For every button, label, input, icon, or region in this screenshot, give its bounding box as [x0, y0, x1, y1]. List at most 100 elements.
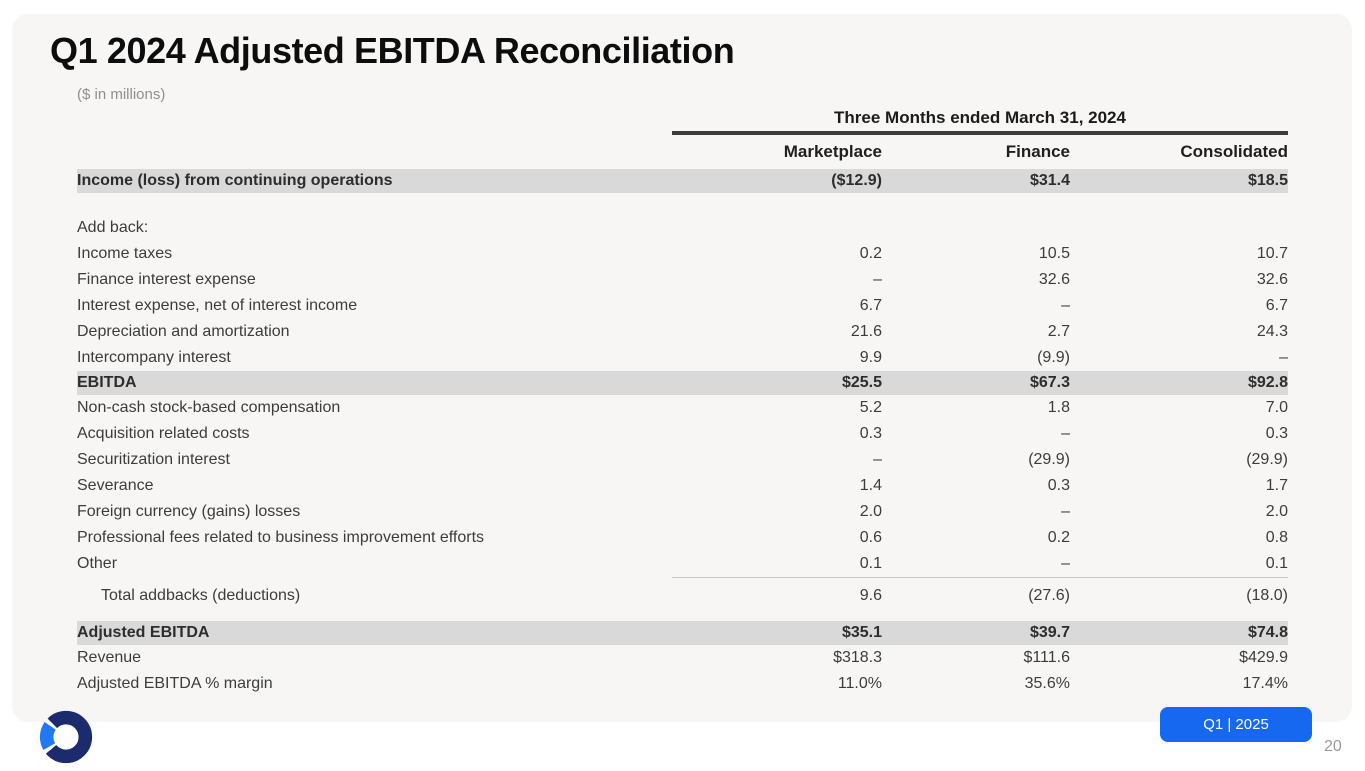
row-label: Professional fees related to business im… [77, 529, 485, 546]
table-row: Other 0.1 – 0.1 [77, 551, 1288, 578]
spacer-row [77, 614, 1288, 621]
row-value-finance [882, 193, 1070, 215]
column-header-row: Marketplace Finance Consolidated [77, 135, 1288, 169]
row-value-finance: 10.5 [1038, 245, 1070, 262]
row-value-marketplace: – [873, 271, 882, 288]
row-value-finance: 1.8 [1047, 399, 1070, 416]
column-header-empty [77, 135, 672, 169]
table-row: Income (loss) from continuing operations… [77, 169, 1288, 193]
row-value-finance: (27.6) [1028, 587, 1070, 604]
row-value-finance: 35.6% [1024, 675, 1070, 692]
row-value-consolidated: 7.0 [1265, 399, 1288, 416]
table-row: Securitization interest – (29.9) (29.9) [77, 447, 1288, 473]
table-row: Intercompany interest 9.9 (9.9) – [77, 345, 1288, 371]
row-label: Revenue [77, 649, 142, 666]
row-label: Finance interest expense [77, 271, 256, 288]
row-value-finance: 0.2 [1047, 529, 1070, 546]
row-value-marketplace: 2.0 [859, 503, 882, 520]
row-value-consolidated: $18.5 [1070, 169, 1288, 193]
row-value-consolidated: 0.3 [1265, 425, 1288, 442]
row-label: EBITDA [77, 371, 672, 395]
row-value-finance [882, 215, 1070, 241]
table-row: Depreciation and amortization 21.6 2.7 2… [77, 319, 1288, 345]
row-value-marketplace: 9.6 [859, 587, 882, 604]
table-row: Acquisition related costs 0.3 – 0.3 [77, 421, 1288, 447]
row-value-finance: 2.7 [1047, 323, 1070, 340]
row-label: Add back: [77, 219, 149, 236]
row-value-marketplace: 1.4 [859, 477, 882, 494]
row-value-consolidated: $74.8 [1070, 621, 1288, 645]
row-value-marketplace [672, 193, 882, 215]
row-label: Non-cash stock-based compensation [77, 399, 341, 416]
row-value-marketplace: 5.2 [859, 399, 882, 416]
row-value-marketplace: 0.6 [859, 529, 882, 546]
row-value-marketplace: ($12.9) [672, 169, 882, 193]
row-value-finance: (9.9) [1037, 349, 1070, 366]
row-value-consolidated: 10.7 [1256, 245, 1288, 262]
page-title: Q1 2024 Adjusted EBITDA Reconciliation [50, 30, 735, 71]
row-label: Depreciation and amortization [77, 323, 290, 340]
row-value-finance: – [1061, 503, 1070, 520]
openlane-ring-logo-icon [37, 708, 95, 766]
table-row: Finance interest expense – 32.6 32.6 [77, 267, 1288, 293]
row-value-finance: – [1061, 297, 1070, 314]
row-label: Adjusted EBITDA [77, 621, 672, 645]
row-label: Securitization interest [77, 451, 230, 468]
row-value-consolidated: 17.4% [1242, 675, 1288, 692]
row-value-marketplace: 0.1 [672, 551, 882, 578]
row-value-consolidated [1070, 193, 1288, 215]
row-value-finance: 0.3 [1047, 477, 1070, 494]
row-value-marketplace: 11.0% [837, 675, 882, 692]
row-label: Income taxes [77, 245, 173, 262]
table-row: Interest expense, net of interest income… [77, 293, 1288, 319]
period-header: Three Months ended March 31, 2024 [672, 108, 1288, 135]
row-value-consolidated: 32.6 [1256, 271, 1288, 288]
row-value-consolidated: $429.9 [1239, 649, 1288, 666]
logo-icon [39, 710, 93, 764]
row-value-consolidated: (29.9) [1246, 451, 1288, 468]
row-value-consolidated: 6.7 [1265, 297, 1288, 314]
page-number: 20 [1324, 738, 1342, 755]
row-value-consolidated: (18.0) [1246, 587, 1288, 604]
row-value-marketplace: 0.3 [859, 425, 882, 442]
row-value-finance: $39.7 [882, 621, 1070, 645]
table-row: Revenue $318.3 $111.6 $429.9 [77, 645, 1288, 671]
table-row: Total addbacks (deductions) 9.6 (27.6) (… [77, 578, 1288, 615]
row-value-consolidated [1070, 215, 1288, 241]
row-value-marketplace: $318.3 [833, 649, 882, 666]
table-row: Foreign currency (gains) losses 2.0 – 2.… [77, 499, 1288, 525]
row-label: Acquisition related costs [77, 425, 250, 442]
row-value-consolidated: – [1279, 349, 1288, 366]
column-header-finance: Finance [1005, 142, 1070, 161]
table-row: Professional fees related to business im… [77, 525, 1288, 551]
row-value-finance: (29.9) [1028, 451, 1070, 468]
row-value-marketplace: 6.7 [859, 297, 882, 314]
row-label: Income (loss) from continuing operations [77, 169, 672, 193]
row-value-finance: $111.6 [1023, 649, 1070, 666]
row-label: Total addbacks (deductions) [101, 586, 301, 604]
row-value-marketplace: 21.6 [850, 323, 882, 340]
row-value-marketplace: 0.2 [859, 245, 882, 262]
table-row [77, 193, 1288, 215]
row-label: Other [77, 555, 118, 573]
row-value-finance: $67.3 [882, 371, 1070, 395]
column-header-marketplace: Marketplace [783, 142, 882, 161]
row-value-marketplace: – [873, 451, 882, 468]
row-label: Foreign currency (gains) losses [77, 503, 301, 520]
row-value-marketplace [672, 215, 882, 241]
row-value-consolidated: 1.7 [1265, 477, 1288, 494]
row-value-consolidated: $92.8 [1070, 371, 1288, 395]
reconciliation-table: Marketplace Finance Consolidated Income … [77, 135, 1288, 697]
reconciliation-table-area: Three Months ended March 31, 2024 Market… [77, 108, 1288, 697]
table-row: Adjusted EBITDA % margin 11.0% 35.6% 17.… [77, 671, 1288, 697]
row-label: Severance [77, 477, 154, 494]
row-value-consolidated: 2.0 [1265, 503, 1288, 520]
row-value-marketplace: 9.9 [859, 349, 882, 366]
row-value-finance: – [1061, 425, 1070, 442]
row-value-consolidated: 0.1 [1070, 551, 1288, 578]
table-row: Non-cash stock-based compensation 5.2 1.… [77, 395, 1288, 421]
row-value-marketplace: $35.1 [672, 621, 882, 645]
row-label: Adjusted EBITDA % margin [77, 675, 273, 692]
slide-background: Q1 2024 Adjusted EBITDA Reconciliation (… [12, 14, 1352, 722]
table-row: Income taxes 0.2 10.5 10.7 [77, 241, 1288, 267]
